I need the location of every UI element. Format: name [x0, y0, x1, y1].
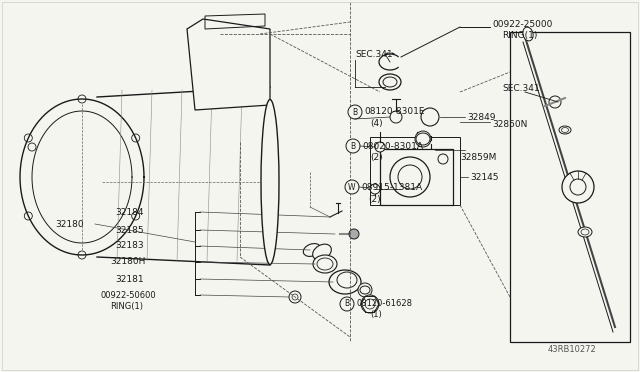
Circle shape [421, 108, 439, 126]
Ellipse shape [337, 272, 357, 288]
Circle shape [348, 105, 362, 119]
Text: 32850N: 32850N [492, 119, 527, 128]
Text: SEC.341: SEC.341 [355, 49, 392, 58]
Circle shape [345, 180, 359, 194]
Bar [370, 137, 460, 205]
Text: 08120-8301E: 08120-8301E [364, 106, 424, 115]
Ellipse shape [313, 255, 337, 273]
Text: 32859M: 32859M [460, 153, 497, 161]
Circle shape [365, 299, 375, 309]
Text: 32145: 32145 [470, 173, 499, 182]
Ellipse shape [383, 77, 397, 87]
Text: 00922-50600: 00922-50600 [100, 291, 156, 299]
Circle shape [349, 229, 359, 239]
Text: 32180: 32180 [55, 219, 84, 228]
Circle shape [398, 165, 422, 189]
Text: W: W [348, 183, 356, 192]
Circle shape [549, 96, 561, 108]
Circle shape [415, 131, 431, 147]
Ellipse shape [561, 128, 568, 132]
Ellipse shape [559, 126, 571, 134]
Circle shape [562, 171, 594, 203]
Polygon shape [187, 19, 270, 110]
Circle shape [438, 154, 448, 164]
Text: (4): (4) [370, 119, 383, 128]
Text: (2): (2) [368, 195, 381, 203]
Text: RING(1): RING(1) [502, 31, 538, 39]
Circle shape [370, 184, 380, 194]
Polygon shape [380, 149, 453, 205]
Ellipse shape [581, 229, 589, 235]
Text: B: B [353, 108, 358, 116]
Text: 32849: 32849 [467, 112, 495, 122]
Text: (2): (2) [370, 153, 383, 161]
Text: 32183: 32183 [115, 241, 143, 250]
Text: 32185: 32185 [115, 225, 143, 234]
Ellipse shape [578, 227, 592, 237]
Circle shape [346, 139, 360, 153]
Circle shape [289, 291, 301, 303]
Circle shape [358, 283, 372, 297]
Text: 32184: 32184 [115, 208, 143, 217]
Text: 32181: 32181 [115, 275, 143, 283]
Text: (1): (1) [370, 311, 381, 320]
Text: 08915-1381A: 08915-1381A [361, 183, 422, 192]
Text: 00922-25000: 00922-25000 [492, 19, 552, 29]
Ellipse shape [317, 258, 333, 270]
Circle shape [361, 295, 379, 313]
Circle shape [570, 179, 586, 195]
Text: B: B [351, 141, 356, 151]
Text: 32180H: 32180H [110, 257, 145, 266]
Ellipse shape [416, 133, 430, 145]
Circle shape [390, 157, 430, 197]
Ellipse shape [303, 244, 321, 256]
Ellipse shape [523, 27, 533, 41]
Ellipse shape [360, 286, 370, 294]
Text: 08020-8301A: 08020-8301A [362, 141, 423, 151]
Circle shape [292, 294, 298, 300]
Ellipse shape [313, 244, 332, 260]
Circle shape [390, 111, 402, 123]
Text: SEC.341: SEC.341 [502, 83, 540, 93]
Ellipse shape [261, 99, 279, 264]
Circle shape [340, 297, 354, 311]
Text: 08120-61628: 08120-61628 [357, 299, 413, 308]
Text: RING(1): RING(1) [110, 302, 143, 311]
Bar [510, 32, 630, 342]
Circle shape [375, 142, 385, 152]
Ellipse shape [379, 74, 401, 90]
Text: 43RB10272: 43RB10272 [548, 346, 596, 355]
Text: B: B [344, 299, 349, 308]
Ellipse shape [329, 270, 361, 294]
